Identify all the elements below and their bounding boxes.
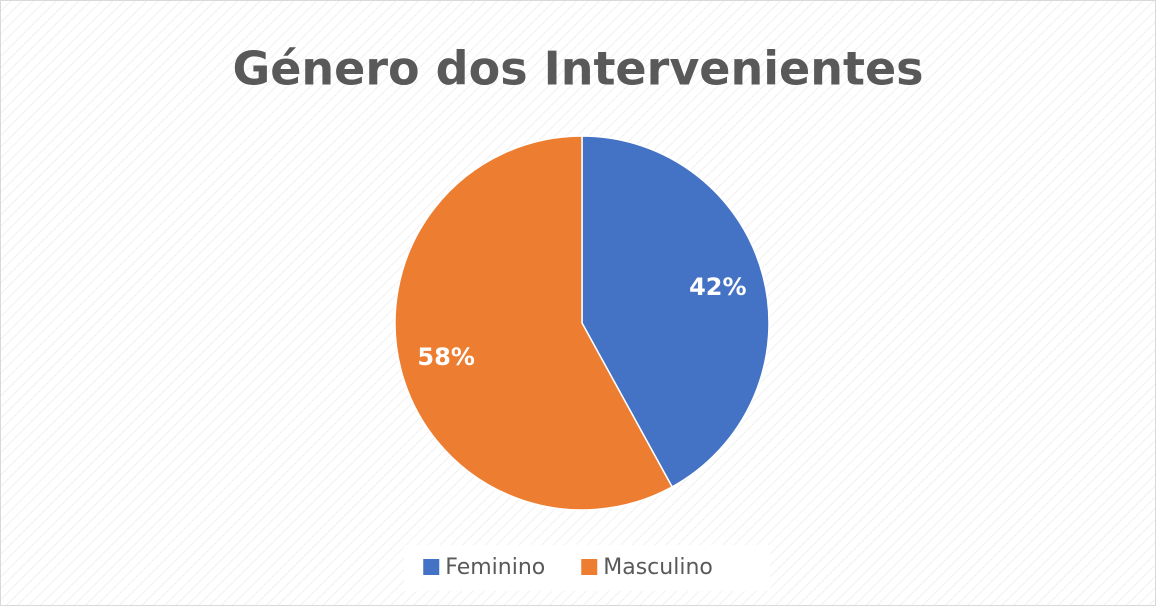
legend-marker [581, 559, 598, 575]
data-label: 58% [417, 343, 474, 371]
pie-slice [581, 135, 770, 488]
data-label: 42% [689, 273, 746, 301]
legend-label: Masculino [603, 555, 713, 580]
legend-label: Feminino [445, 555, 545, 580]
legend-marker [423, 559, 440, 575]
pie-slice [394, 135, 674, 511]
chart-title: Género dos Intervenientes [232, 42, 923, 96]
